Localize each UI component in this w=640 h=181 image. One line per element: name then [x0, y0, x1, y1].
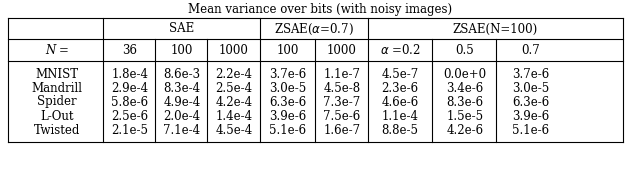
- Text: 7.3e-7: 7.3e-7: [323, 96, 360, 108]
- Text: Mandrill: Mandrill: [31, 81, 83, 94]
- Text: 2.3e-6: 2.3e-6: [381, 81, 419, 94]
- Text: 100: 100: [277, 43, 299, 56]
- Text: 4.2e-4: 4.2e-4: [216, 96, 253, 108]
- Text: ZSAE($\alpha$=0.7): ZSAE($\alpha$=0.7): [274, 22, 354, 37]
- Text: Spider: Spider: [37, 96, 77, 108]
- Text: 8.6e-3: 8.6e-3: [163, 68, 200, 81]
- Text: 0.0e+0: 0.0e+0: [444, 68, 486, 81]
- Text: 2.5e-4: 2.5e-4: [216, 81, 253, 94]
- Text: Twisted: Twisted: [34, 123, 80, 136]
- Text: ZSAE(N=100): ZSAE(N=100): [453, 22, 538, 35]
- Text: 1000: 1000: [219, 43, 249, 56]
- Text: 1.4e-4: 1.4e-4: [216, 110, 253, 123]
- Text: 4.6e-6: 4.6e-6: [381, 96, 419, 108]
- Text: 3.4e-6: 3.4e-6: [446, 81, 484, 94]
- Text: 2.1e-5: 2.1e-5: [111, 123, 148, 136]
- Text: N =: N =: [45, 43, 69, 56]
- Text: 100: 100: [171, 43, 193, 56]
- Text: 3.0e-5: 3.0e-5: [513, 81, 550, 94]
- Text: $\alpha$ =0.2: $\alpha$ =0.2: [380, 43, 420, 57]
- Text: 4.5e-4: 4.5e-4: [216, 123, 253, 136]
- Text: MNIST: MNIST: [35, 68, 79, 81]
- Text: 3.0e-5: 3.0e-5: [269, 81, 307, 94]
- Text: 4.9e-4: 4.9e-4: [163, 96, 200, 108]
- Text: 4.2e-6: 4.2e-6: [447, 123, 484, 136]
- Text: 1.5e-5: 1.5e-5: [447, 110, 484, 123]
- Text: L-Out: L-Out: [40, 110, 74, 123]
- Text: 0.7: 0.7: [522, 43, 540, 56]
- Text: SAE: SAE: [169, 22, 194, 35]
- Text: 36: 36: [122, 43, 138, 56]
- Text: 1.6e-7: 1.6e-7: [323, 123, 360, 136]
- Text: 2.0e-4: 2.0e-4: [163, 110, 200, 123]
- Text: 3.7e-6: 3.7e-6: [513, 68, 550, 81]
- Text: 1000: 1000: [327, 43, 357, 56]
- Text: Mean variance over bits (with noisy images): Mean variance over bits (with noisy imag…: [188, 3, 452, 16]
- Text: 3.9e-6: 3.9e-6: [513, 110, 550, 123]
- Text: 1.8e-4: 1.8e-4: [111, 68, 148, 81]
- Text: 5.1e-6: 5.1e-6: [513, 123, 550, 136]
- Text: 2.2e-4: 2.2e-4: [216, 68, 253, 81]
- Text: 1.1e-7: 1.1e-7: [323, 68, 360, 81]
- Text: 8.3e-4: 8.3e-4: [163, 81, 200, 94]
- Text: 1.1e-4: 1.1e-4: [381, 110, 419, 123]
- Text: 2.5e-6: 2.5e-6: [111, 110, 148, 123]
- Text: 5.8e-6: 5.8e-6: [111, 96, 148, 108]
- Text: 8.8e-5: 8.8e-5: [381, 123, 419, 136]
- Text: 4.5e-7: 4.5e-7: [381, 68, 419, 81]
- Text: 6.3e-6: 6.3e-6: [513, 96, 550, 108]
- Text: 0.5: 0.5: [456, 43, 474, 56]
- Text: 8.3e-6: 8.3e-6: [447, 96, 484, 108]
- Text: 7.5e-6: 7.5e-6: [323, 110, 360, 123]
- Text: 3.9e-6: 3.9e-6: [269, 110, 307, 123]
- Text: 2.9e-4: 2.9e-4: [111, 81, 148, 94]
- Text: 3.7e-6: 3.7e-6: [269, 68, 307, 81]
- Text: 6.3e-6: 6.3e-6: [269, 96, 307, 108]
- Text: 4.5e-8: 4.5e-8: [323, 81, 360, 94]
- Text: 5.1e-6: 5.1e-6: [269, 123, 307, 136]
- Text: 7.1e-4: 7.1e-4: [163, 123, 200, 136]
